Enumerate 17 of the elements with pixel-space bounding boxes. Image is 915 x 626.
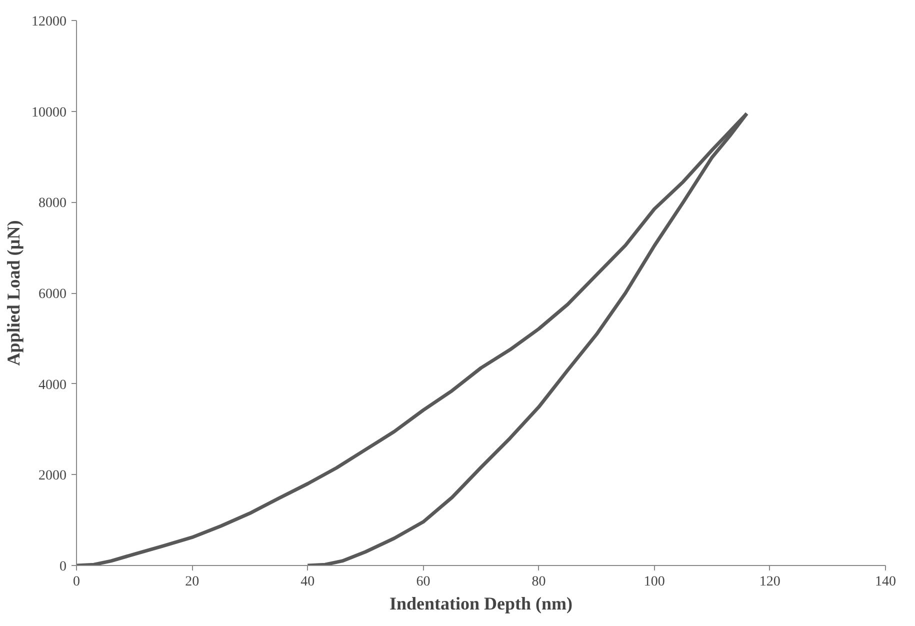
y-axis-title: Applied Load (µN) [4,220,24,366]
x-tick-label: 40 [300,574,315,590]
x-tick-label: 100 [644,574,665,590]
y-tick-label: 6000 [38,287,66,302]
y-tick-label: 8000 [38,196,66,212]
y-tick-label: 4000 [38,378,66,393]
x-tick-label: 20 [185,574,200,590]
x-tick-label: 80 [532,574,546,590]
y-tick-label: 0 [60,560,66,574]
x-tick-label: 140 [875,574,896,590]
x-tick-label: 0 [73,574,80,590]
x-tick-label: 60 [416,574,430,590]
y-tick-label: 2000 [38,468,66,484]
y-tick-label: 10000 [32,105,66,120]
y-tick-label: 12000 [32,14,66,30]
x-tick-label: 120 [759,574,780,590]
x-axis-title: Indentation Depth (nm) [389,594,573,614]
